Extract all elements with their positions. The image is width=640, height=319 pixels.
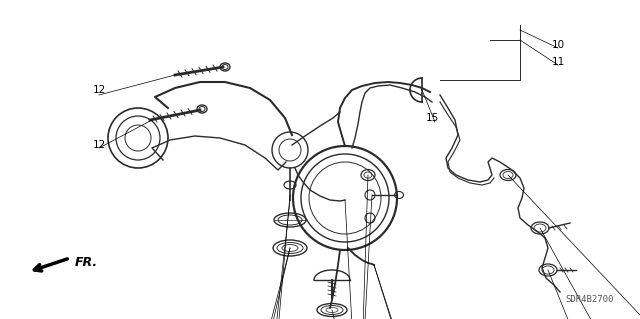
Text: 11: 11 [552, 57, 564, 67]
Text: SDR4B2700: SDR4B2700 [566, 295, 614, 305]
Text: 12: 12 [92, 140, 106, 150]
Text: FR.: FR. [75, 256, 98, 270]
Text: 15: 15 [426, 113, 438, 123]
Text: 10: 10 [552, 40, 564, 50]
Text: 12: 12 [92, 85, 106, 95]
